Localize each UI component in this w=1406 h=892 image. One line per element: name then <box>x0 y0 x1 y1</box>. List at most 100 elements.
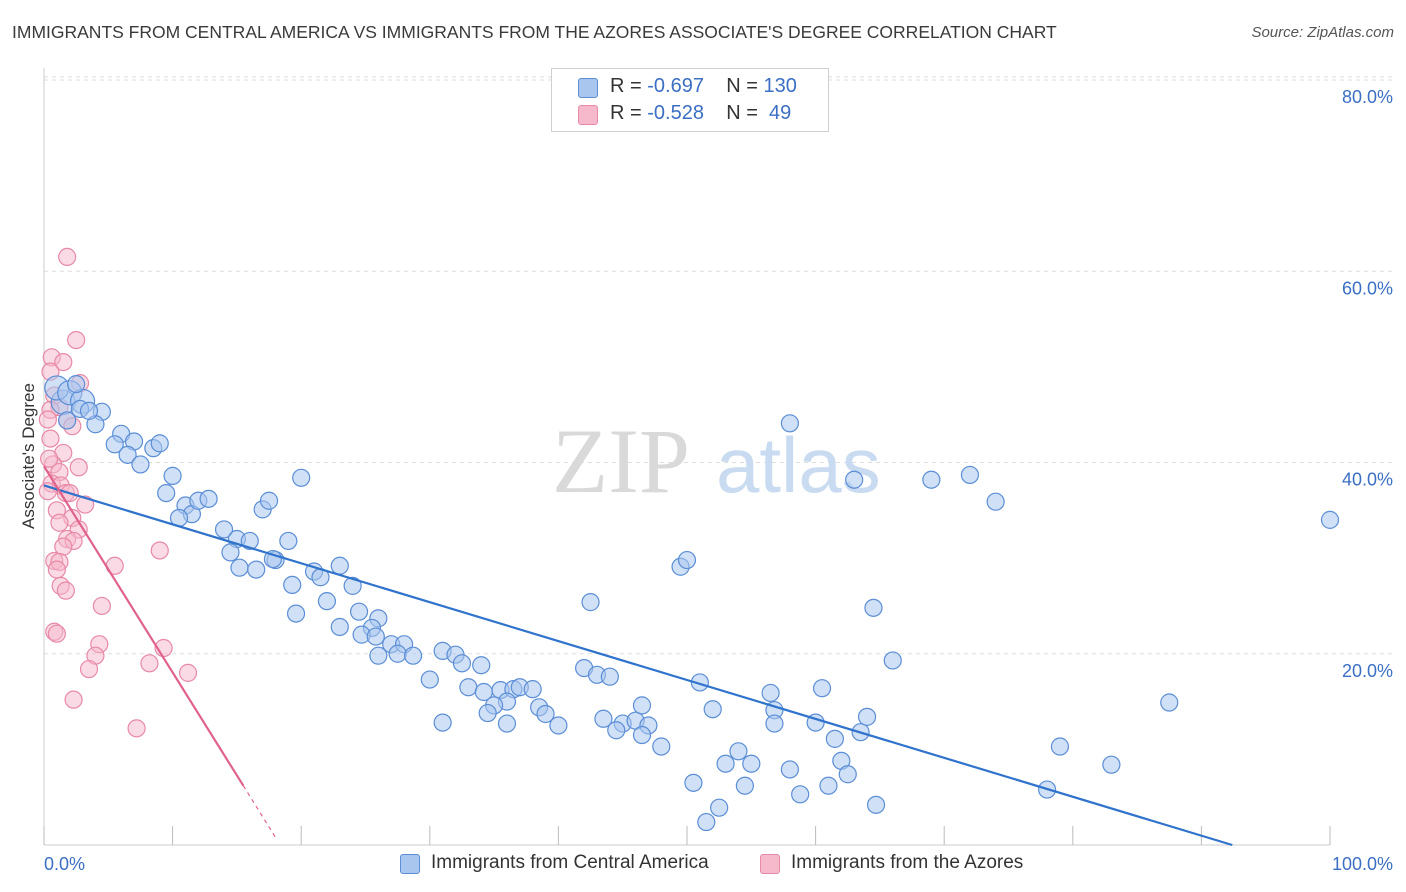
data-point-central-america <box>131 455 150 474</box>
data-point-central-america <box>240 531 259 551</box>
r-value: -0.697 <box>647 75 704 97</box>
data-point-central-america <box>157 484 176 503</box>
data-point-central-america <box>343 576 362 595</box>
data-point-central-america <box>761 683 780 703</box>
data-point-central-america <box>845 470 864 489</box>
data-point-azores <box>178 663 198 682</box>
data-point-central-america <box>403 646 423 665</box>
data-point-azores <box>69 458 88 477</box>
data-point-azores <box>38 482 57 501</box>
data-point-central-america <box>279 531 298 551</box>
data-point-central-america <box>710 798 729 817</box>
data-point-central-america <box>79 401 99 420</box>
trend-line-azores <box>43 465 245 787</box>
data-point-central-america <box>199 489 218 508</box>
legend-swatch-blue <box>400 854 420 874</box>
watermark-atlas: atlas <box>716 421 881 509</box>
watermark-zip: ZIP <box>552 410 690 512</box>
data-point-central-america <box>247 560 266 579</box>
n-label: N = <box>726 102 764 124</box>
data-point-central-america <box>58 411 77 430</box>
trend-lines <box>43 465 1233 847</box>
data-point-central-america <box>369 646 388 665</box>
data-point-azores <box>54 352 73 372</box>
data-point-central-america <box>864 598 883 617</box>
data-point-azores <box>56 581 75 600</box>
data-point-central-america <box>652 737 671 756</box>
watermark: ZIP atlas <box>552 410 881 512</box>
data-point-central-america <box>866 795 886 814</box>
data-point-central-america <box>433 713 452 732</box>
data-point-central-america <box>452 654 472 673</box>
source-label: Source: ZipAtlas.com <box>1251 24 1394 41</box>
data-point-central-america <box>780 414 799 433</box>
data-point-central-america <box>478 703 497 723</box>
data-point-central-america <box>838 765 857 784</box>
data-point-azores <box>38 410 57 429</box>
data-point-central-america <box>330 556 349 575</box>
data-point-azores <box>58 247 77 267</box>
y-tick-label: 40.0% <box>1342 470 1393 490</box>
data-point-central-america <box>388 644 407 663</box>
data-point-central-america <box>536 704 555 724</box>
data-point-central-america <box>812 679 832 698</box>
data-point-central-america <box>677 550 697 570</box>
data-point-central-america <box>497 714 517 733</box>
data-point-central-america <box>716 754 735 773</box>
data-point-central-america <box>780 760 799 779</box>
y-tick-label: 20.0% <box>1342 661 1393 681</box>
y-axis-label: Associate's Degree <box>19 383 38 529</box>
trend-line-azores-extension <box>242 785 276 838</box>
data-point-central-america <box>632 696 652 715</box>
data-point-central-america <box>67 374 86 394</box>
n-value: 49 <box>763 102 792 124</box>
data-point-central-america <box>684 773 703 792</box>
legend-label: Immigrants from Central America <box>431 852 709 873</box>
data-point-azores <box>150 541 169 560</box>
x-tick-label: 100.0% <box>1332 854 1393 874</box>
data-point-central-america <box>549 716 568 735</box>
data-point-azores <box>40 449 59 468</box>
legend-swatch-pink <box>760 854 780 874</box>
data-point-central-america <box>960 465 980 485</box>
legend-swatch-pink <box>578 105 598 125</box>
data-point-azores <box>127 719 146 738</box>
data-point-central-america <box>317 592 337 611</box>
data-point-azores <box>64 690 83 709</box>
data-point-central-america <box>523 680 542 699</box>
data-point-central-america <box>118 445 137 464</box>
data-point-central-america <box>632 725 652 745</box>
data-point-central-america <box>230 558 249 577</box>
data-point-azores <box>67 331 86 350</box>
data-point-central-america <box>883 651 902 670</box>
r-label: R = <box>610 102 648 124</box>
data-point-central-america <box>825 729 844 748</box>
data-point-central-america <box>922 470 941 489</box>
data-point-central-america <box>1050 737 1070 756</box>
x-tick-label: 0.0% <box>44 854 85 874</box>
data-point-central-america <box>791 785 810 804</box>
data-point-central-america <box>1102 755 1121 774</box>
data-point-central-america <box>263 549 283 569</box>
data-point-central-america <box>581 593 600 612</box>
data-point-central-america <box>163 466 182 485</box>
data-point-central-america <box>594 709 613 728</box>
legend-swatch-blue <box>578 78 598 98</box>
data-point-azores <box>47 560 66 579</box>
data-point-central-america <box>283 575 302 595</box>
data-point-central-america <box>819 776 838 795</box>
data-point-azores <box>79 659 99 679</box>
data-point-azores <box>41 429 60 448</box>
data-point-central-america <box>857 707 877 726</box>
data-point-central-america <box>697 812 716 832</box>
data-point-central-america <box>420 670 439 689</box>
data-point-central-america <box>259 491 279 510</box>
r-label: R = <box>610 75 648 97</box>
data-point-azores <box>47 624 66 643</box>
data-point-central-america <box>472 656 491 675</box>
data-point-central-america <box>1160 693 1179 712</box>
data-point-central-america <box>765 714 784 733</box>
data-point-central-america <box>330 617 349 637</box>
data-point-central-america <box>986 492 1005 511</box>
